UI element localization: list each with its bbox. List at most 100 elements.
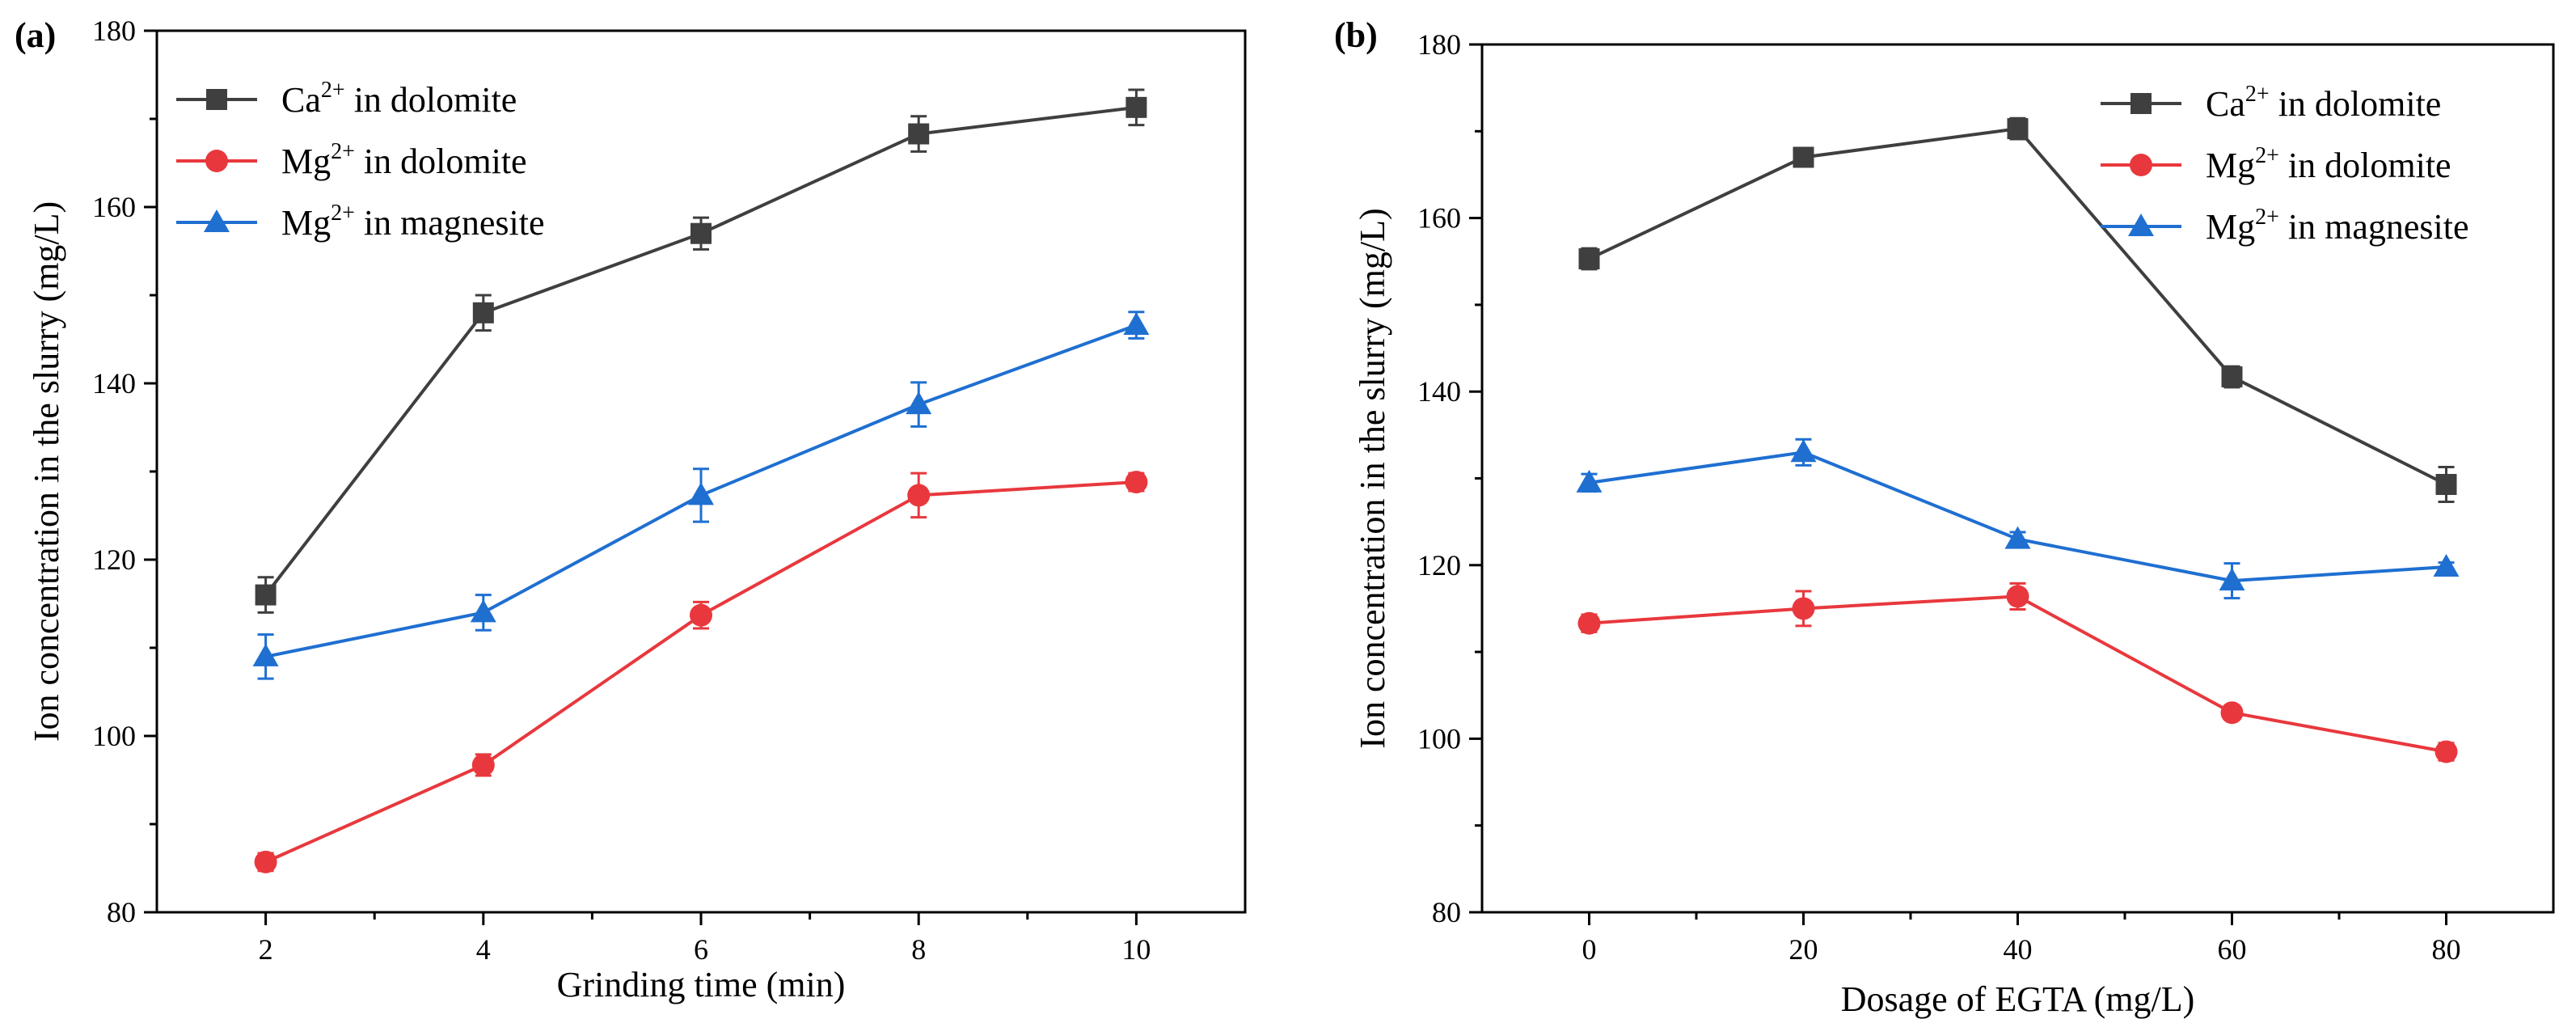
- legend-charge: 2+: [331, 139, 355, 164]
- data-point: [2433, 553, 2460, 577]
- y-tick-label: 80: [107, 896, 136, 928]
- legend-marker: [2128, 214, 2154, 236]
- y-tick-label: 160: [92, 191, 136, 223]
- legend-marker: [2130, 154, 2152, 176]
- series-2: [252, 311, 1150, 680]
- legend-charge: 2+: [331, 201, 355, 226]
- x-tick-label: 20: [1789, 933, 1818, 966]
- data-point: [472, 302, 494, 323]
- legend-charge: 2+: [2255, 205, 2279, 230]
- y-axis-title: Ion concentration in the slurry (mg/L): [1353, 208, 1392, 748]
- data-point: [255, 584, 277, 606]
- data-point: [1578, 248, 1600, 270]
- series-line: [1589, 450, 2447, 583]
- legend-entry: Mg2+ in dolomite: [176, 139, 527, 181]
- y-tick-label: 140: [92, 367, 136, 400]
- data-point: [1123, 312, 1150, 336]
- legend-ion: Ca: [281, 80, 321, 120]
- legend-ion: Mg: [2206, 207, 2255, 247]
- data-point: [2006, 585, 2029, 608]
- panel-a: (a) 2 4 6 8 10 80 100 120 140 160 180 Grinding time …: [15, 15, 1247, 1004]
- legend-label: Mg2+ in magnesite: [2206, 205, 2469, 247]
- data-point: [1577, 611, 1601, 635]
- legend-suffix: in dolomite: [2279, 146, 2451, 185]
- x-tick-label: 40: [2004, 933, 2033, 966]
- legend-suffix: in dolomite: [355, 142, 527, 181]
- legend-entry: Mg2+ in magnesite: [2101, 205, 2469, 247]
- data-point: [690, 603, 712, 627]
- y-tick-label: 180: [1417, 28, 1461, 61]
- legend-entry: Ca2+ in dolomite: [176, 78, 517, 120]
- legend-label: Mg2+ in magnesite: [281, 201, 545, 243]
- data-point: [1576, 469, 1603, 493]
- legend-ion: Mg: [281, 203, 331, 243]
- legend-entry: Mg2+ in dolomite: [2101, 143, 2451, 185]
- legend-suffix: in magnesite: [2279, 207, 2469, 247]
- data-point: [254, 850, 277, 873]
- y-tick-label: 180: [92, 15, 136, 47]
- x-tick-label: 80: [2432, 933, 2461, 966]
- y-tick-label: 140: [1417, 375, 1461, 408]
- x-tick-label: 10: [1121, 933, 1151, 966]
- y-tick-label: 120: [92, 543, 136, 576]
- y-tick-label: 100: [92, 720, 136, 752]
- data-point: [1792, 597, 1815, 620]
- data-point: [252, 643, 279, 666]
- data-point: [2221, 366, 2243, 387]
- data-point: [688, 482, 714, 505]
- legend-suffix: in dolomite: [2270, 84, 2442, 124]
- data-point: [470, 599, 496, 623]
- series-1: [254, 471, 1148, 873]
- legend-marker: [2130, 93, 2152, 114]
- legend-entry: Ca2+ in dolomite: [2101, 82, 2441, 124]
- data-point: [2220, 701, 2244, 725]
- x-axis-title: Dosage of EGTA (mg/L): [1841, 979, 2195, 1019]
- legend-suffix: in magnesite: [355, 203, 545, 243]
- data-point: [1793, 146, 1814, 168]
- data-point: [1125, 471, 1148, 494]
- data-point: [2219, 568, 2245, 591]
- y-tick-label: 160: [1417, 202, 1461, 235]
- legend-marker: [206, 89, 227, 110]
- legend-label: Mg2+ in dolomite: [281, 139, 527, 181]
- panel-label: (a): [15, 15, 56, 55]
- panel-b: (b) 0 20 40 60 80 80 100 120 140 160 180 Dosage of E…: [1334, 15, 2555, 1019]
- data-point: [2004, 526, 2031, 549]
- series-1: [1577, 581, 2458, 763]
- legend-charge: 2+: [2255, 143, 2279, 168]
- legend-suffix: in dolomite: [345, 80, 517, 120]
- data-point: [2435, 474, 2457, 496]
- y-axis-title: Ion concentration in the slurry (mg/L): [27, 201, 66, 742]
- y-tick-label: 80: [1432, 896, 1461, 928]
- series-0: [255, 88, 1147, 614]
- legend-charge: 2+: [321, 78, 345, 103]
- series-0: [1578, 116, 2457, 503]
- series-2: [1576, 438, 2460, 600]
- legend-marker: [205, 150, 228, 172]
- legend-label: Mg2+ in dolomite: [2206, 143, 2451, 185]
- y-tick-label: 120: [1417, 549, 1461, 581]
- data-point: [690, 222, 712, 244]
- legend-entry: Mg2+ in magnesite: [176, 201, 545, 243]
- data-point: [906, 391, 932, 415]
- legend-charge: 2+: [2245, 82, 2270, 107]
- x-tick-label: 8: [911, 933, 926, 966]
- data-point: [2435, 740, 2458, 763]
- x-axis-title: Grinding time (min): [557, 965, 846, 1004]
- series-line: [1589, 594, 2447, 754]
- x-tick-label: 2: [259, 933, 273, 966]
- panel-label: (b): [1334, 15, 1378, 55]
- y-tick-label: 100: [1417, 722, 1461, 755]
- legend-label: Ca2+ in dolomite: [2206, 82, 2441, 124]
- x-tick-label: 6: [694, 933, 708, 966]
- legend-ion: Mg: [281, 142, 331, 181]
- data-point: [908, 123, 930, 145]
- series-line: [264, 480, 1137, 864]
- legend-label: Ca2+ in dolomite: [281, 78, 517, 120]
- data-point: [1790, 439, 1817, 463]
- data-point: [2007, 118, 2029, 140]
- legend-ion: Mg: [2206, 146, 2255, 185]
- x-tick-label: 4: [476, 933, 491, 966]
- legend-marker: [204, 209, 230, 232]
